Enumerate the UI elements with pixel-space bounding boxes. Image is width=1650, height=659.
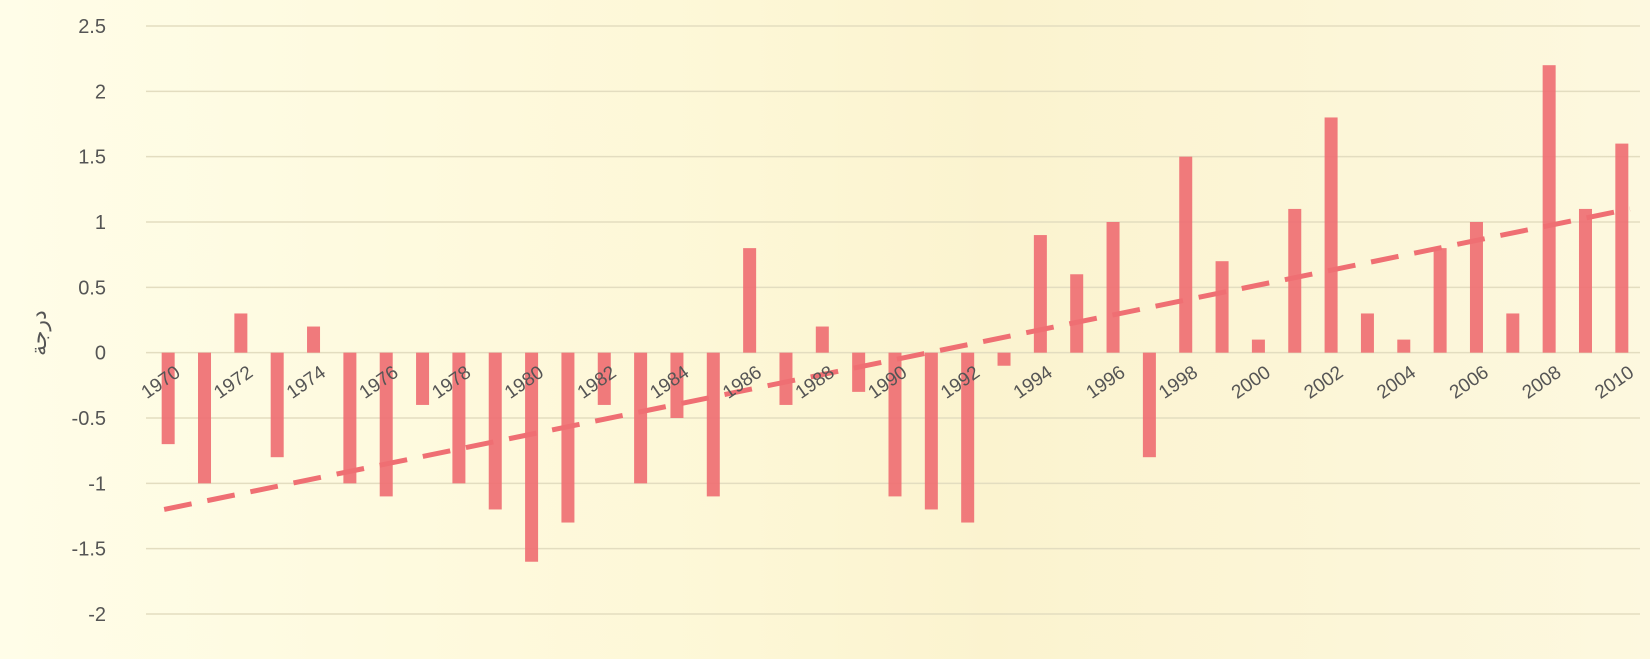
bar-1995 bbox=[1070, 274, 1084, 353]
y-tick-label: -1.5 bbox=[72, 539, 106, 561]
trendline bbox=[163, 206, 1631, 512]
bar-1978 bbox=[452, 352, 466, 484]
bar-2005 bbox=[1433, 248, 1447, 353]
bar-2004 bbox=[1397, 339, 1411, 353]
x-tick-label: 2000 bbox=[1228, 362, 1275, 403]
y-axis-ticks: 2.5 2 1.5 1 0.5 0 -0.5 -1 -1.5 -2 bbox=[72, 16, 106, 626]
bar-1987 bbox=[779, 352, 793, 405]
x-tick-label: 2008 bbox=[1519, 362, 1566, 403]
y-tick-label: 2 bbox=[95, 81, 106, 103]
bar-1989 bbox=[852, 352, 866, 392]
bar-1984 bbox=[670, 352, 684, 418]
y-tick-label: -0.5 bbox=[72, 408, 106, 430]
bar-1992 bbox=[961, 352, 975, 523]
y-tick-label: -1 bbox=[88, 473, 106, 495]
bar-2000 bbox=[1251, 339, 1265, 353]
bar-1979 bbox=[488, 352, 502, 510]
x-tick-label: 1994 bbox=[1010, 362, 1057, 404]
bar-2007 bbox=[1506, 313, 1520, 353]
y-tick-label: 0.5 bbox=[78, 277, 106, 299]
x-tick-label: 2006 bbox=[1446, 362, 1493, 403]
y-tick-label: 0 bbox=[95, 343, 106, 365]
x-tick-label: 1990 bbox=[865, 362, 912, 403]
y-tick-label: 1.5 bbox=[78, 147, 106, 169]
bar-1974 bbox=[307, 326, 321, 353]
bar-1972 bbox=[234, 313, 248, 353]
bar-1971 bbox=[198, 352, 212, 484]
bar-2009 bbox=[1578, 208, 1592, 353]
bar-2001 bbox=[1288, 208, 1302, 353]
x-tick-label: 1970 bbox=[138, 362, 185, 403]
x-tick-label: 1992 bbox=[937, 362, 984, 403]
x-tick-label: 1986 bbox=[719, 362, 766, 403]
bar-1977 bbox=[416, 352, 430, 405]
y-tick-label: -2 bbox=[88, 604, 106, 626]
bar-2002 bbox=[1324, 117, 1338, 353]
bar-1996 bbox=[1106, 222, 1120, 353]
bar-1982 bbox=[597, 352, 611, 405]
x-tick-label: 1988 bbox=[792, 362, 839, 403]
bar-1998 bbox=[1179, 156, 1193, 353]
bar-1973 bbox=[270, 352, 284, 458]
x-tick-label: 2002 bbox=[1301, 362, 1348, 403]
x-tick-label: 1972 bbox=[210, 362, 257, 403]
linear-trendline bbox=[163, 206, 1631, 512]
bar-1988 bbox=[815, 326, 829, 353]
bar-1976 bbox=[379, 352, 393, 497]
x-tick-label: 1978 bbox=[428, 362, 475, 403]
x-tick-label: 1982 bbox=[574, 362, 621, 403]
y-tick-label: 2.5 bbox=[78, 16, 106, 38]
x-tick-label: 1998 bbox=[1155, 362, 1202, 403]
x-axis-ticks: 1970 1972 1974 1976 1978 1980 1982 1984 1986 1988… bbox=[138, 362, 1638, 404]
bar-1993 bbox=[997, 352, 1011, 366]
bars bbox=[161, 65, 1629, 562]
bar-1980 bbox=[525, 352, 539, 562]
x-tick-label: 1984 bbox=[646, 362, 693, 404]
y-tick-label: 1 bbox=[95, 212, 106, 234]
bar-1999 bbox=[1215, 261, 1229, 353]
bar-1997 bbox=[1142, 352, 1156, 458]
bar-2006 bbox=[1469, 222, 1483, 353]
bar-1986 bbox=[743, 248, 757, 353]
y-axis-label: درجة bbox=[27, 310, 52, 356]
x-tick-label: 1980 bbox=[501, 362, 548, 403]
x-tick-label: 1996 bbox=[1083, 362, 1130, 403]
bar-1970 bbox=[161, 352, 175, 445]
bar-1991 bbox=[924, 352, 938, 510]
x-tick-label: 2004 bbox=[1373, 362, 1420, 404]
x-tick-label: 1974 bbox=[283, 362, 330, 404]
bar-1990 bbox=[888, 352, 902, 497]
bar-1975 bbox=[343, 352, 357, 484]
gridlines bbox=[146, 25, 1640, 615]
bar-2008 bbox=[1542, 65, 1556, 353]
bar-1981 bbox=[561, 352, 575, 523]
x-tick-label: 2010 bbox=[1591, 362, 1638, 403]
bar-2010 bbox=[1615, 143, 1629, 353]
bar-2003 bbox=[1360, 313, 1374, 353]
bar-1983 bbox=[634, 352, 648, 484]
x-tick-label: 1976 bbox=[356, 362, 403, 403]
bar-1994 bbox=[1033, 235, 1047, 353]
bar-1985 bbox=[706, 352, 720, 497]
